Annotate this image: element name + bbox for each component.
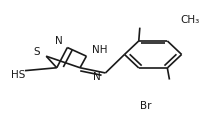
Text: N: N [55,36,63,46]
Text: Br: Br [140,101,151,111]
Text: HS: HS [12,70,26,80]
Text: CH₃: CH₃ [180,15,200,25]
Text: S: S [33,47,40,57]
Text: N: N [94,72,101,82]
Text: NH: NH [92,45,107,55]
